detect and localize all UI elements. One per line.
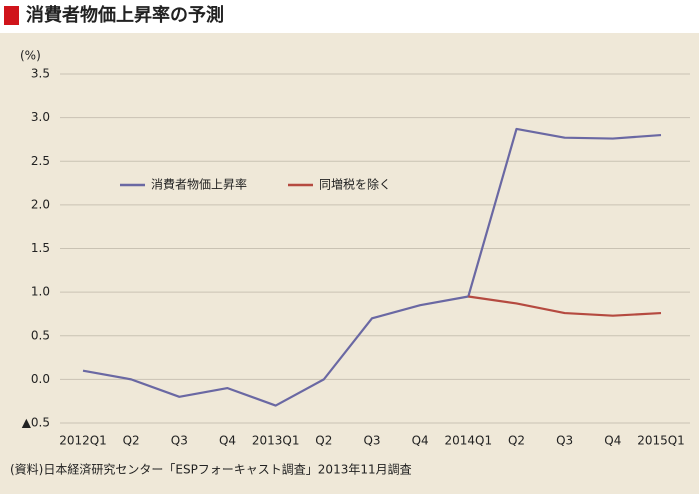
y-tick-label: 3.0 (31, 110, 50, 124)
x-tick-label: Q3 (171, 434, 188, 448)
series-line (468, 295, 662, 317)
x-tick-label: Q4 (412, 434, 429, 448)
y-tick-label: 3.5 (31, 67, 50, 81)
series-line (82, 127, 662, 407)
y-tick-label: 1.5 (31, 241, 50, 255)
chart-background (0, 33, 699, 494)
legend-label: 同増税を除く (319, 177, 391, 192)
y-tick-label: 1.0 (31, 285, 50, 299)
x-tick-label: Q4 (219, 434, 236, 448)
legend-label: 消費者物価上昇率 (151, 177, 247, 192)
x-tick-label: Q3 (363, 434, 380, 448)
x-tick-label: Q2 (315, 434, 332, 448)
y-tick-label: 2.0 (31, 197, 50, 211)
x-tick-label: 2013Q1 (252, 434, 300, 448)
x-tick-label: 2015Q1 (637, 434, 685, 448)
y-tick-label: 0.0 (31, 372, 50, 386)
y-tick-label: 2.5 (31, 154, 50, 168)
x-tick-label: Q2 (508, 434, 525, 448)
title-marker (4, 6, 19, 25)
chart-title: 消費者物価上昇率の予測 (26, 4, 224, 26)
y-tick-label: ▲0.5 (22, 416, 50, 430)
x-tick-label: Q2 (123, 434, 140, 448)
x-tick-label: 2014Q1 (445, 434, 493, 448)
y-tick-label: 0.5 (31, 328, 50, 342)
source-note: (資料)日本経済研究センター「ESPフォーキャスト調査」2013年11月調査 (10, 462, 412, 477)
y-axis-label: (%) (20, 49, 41, 63)
x-tick-label: Q3 (556, 434, 573, 448)
x-tick-label: 2012Q1 (59, 434, 107, 448)
x-tick-label: Q4 (604, 434, 621, 448)
